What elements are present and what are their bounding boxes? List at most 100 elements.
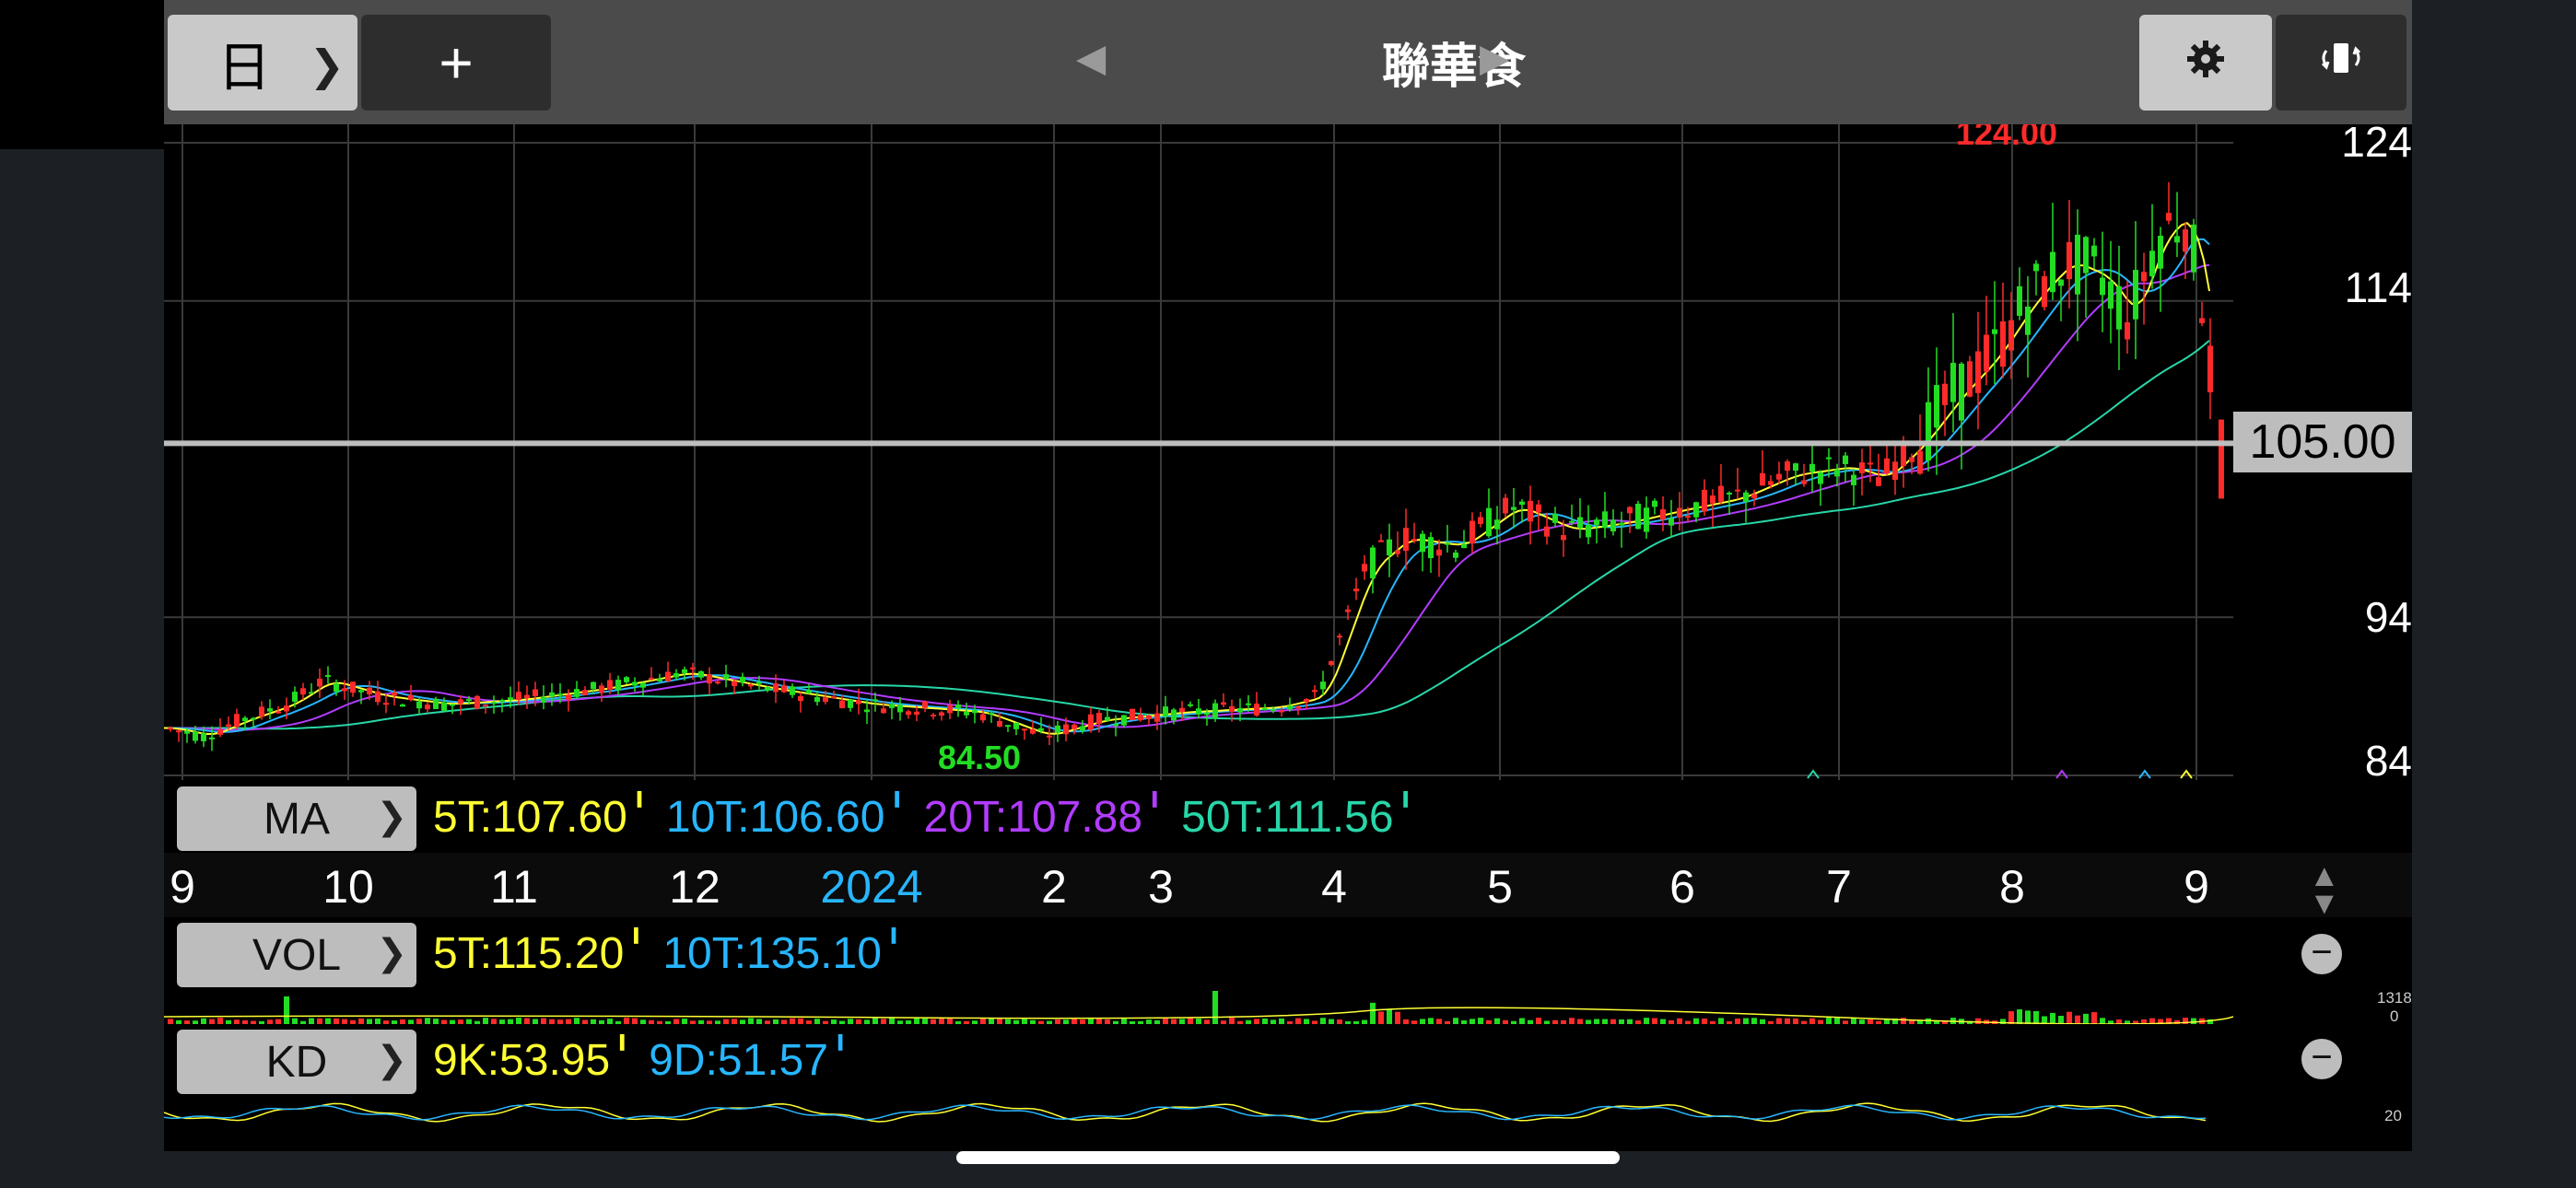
volume-bar: [1378, 1011, 1384, 1024]
candlestick: [1644, 496, 1649, 540]
candlestick: [591, 681, 596, 694]
stock-chart-app: 日 ❯ + ◀ 聯華食 ▶: [164, 0, 2412, 1151]
settings-button[interactable]: [2139, 15, 2272, 111]
volume-bar: [1934, 1020, 1939, 1024]
kd-axis-label: 20: [2384, 1107, 2402, 1124]
candlestick: [1959, 362, 1964, 470]
previous-stock-icon[interactable]: ◀: [1076, 36, 1107, 79]
volume-bar: [1387, 1008, 1392, 1024]
candlestick: [1727, 491, 1732, 516]
rotate-screen-button[interactable]: [2276, 15, 2406, 111]
trend-marker-icon: ╹: [630, 793, 648, 823]
volume-bar: [2083, 1013, 2089, 1024]
candlestick: [1055, 720, 1060, 742]
candlestick: [483, 704, 488, 714]
ma-value: 50T:111.56: [1181, 793, 1394, 842]
candlestick: [615, 675, 621, 695]
candlestick: [1461, 530, 1467, 549]
volume-bar: [193, 1020, 198, 1024]
add-button[interactable]: +: [361, 15, 551, 111]
volume-bar: [989, 1019, 994, 1024]
candlestick: [1685, 507, 1691, 522]
volume-bar: [1851, 1018, 1856, 1024]
kd-indicator-bar: KD ❯ 9K:53.95 ╹ 9D:51.57 ╹: [164, 1024, 2233, 1096]
candlestick: [665, 661, 671, 682]
price-chart[interactable]: 124.00 84.50: [164, 124, 2233, 780]
candlestick: [1710, 489, 1715, 528]
volume-bar: [2191, 1018, 2196, 1024]
candlestick: [1353, 577, 1359, 600]
candlestick: [1387, 523, 1392, 577]
volume-bar: [2058, 1016, 2064, 1024]
volume-bar: [806, 1020, 812, 1024]
volume-bar: [723, 1019, 729, 1024]
signal-marker-icon: [2055, 769, 2068, 779]
volume-bar: [1669, 1019, 1674, 1024]
candlestick: [1735, 468, 1740, 500]
ma10-line: [164, 238, 2210, 733]
period-selector-button[interactable]: 日 ❯: [168, 15, 357, 111]
candlestick: [682, 666, 687, 681]
candlestick: [1420, 530, 1425, 572]
volume-bar: [325, 1018, 331, 1024]
volume-bar: [1610, 1019, 1616, 1024]
ma-label: MA: [263, 794, 330, 844]
candlestick: [1237, 698, 1243, 722]
kd-values: 9K:53.95 ╹ 9D:51.57 ╹: [433, 1035, 867, 1086]
trend-marker-icon: ╹: [627, 929, 645, 960]
volume-bar: [1586, 1019, 1591, 1024]
volume-bar: [1511, 1020, 1516, 1024]
candlestick: [1586, 505, 1591, 544]
volume-bar: [226, 1019, 231, 1024]
zoom-stepper-icon[interactable]: ▲ ▼: [2309, 858, 2340, 921]
next-stock-icon[interactable]: ▶: [1480, 36, 1510, 79]
candlestick: [1577, 497, 1583, 539]
volume-bar: [864, 1019, 870, 1024]
minus-circle-icon[interactable]: −: [2301, 934, 2342, 974]
volume-bar: [1785, 1018, 1790, 1024]
volume-bar: [2075, 1015, 2080, 1024]
candlestick: [549, 683, 555, 706]
ma-selector-button[interactable]: MA ❯: [177, 786, 416, 851]
minus-circle-icon[interactable]: −: [2301, 1039, 2342, 1079]
candlestick: [1130, 708, 1135, 721]
volume-bar: [707, 1020, 712, 1024]
low-price-label: 84.50: [938, 739, 1021, 776]
status-bar-area: [0, 0, 164, 149]
volume-bar: [698, 1019, 704, 1024]
candlestick: [1436, 539, 1442, 577]
candlestick: [275, 705, 281, 715]
candlestick: [1370, 545, 1376, 594]
candlestick: [1843, 452, 1848, 483]
candlestick: [1221, 693, 1226, 707]
volume-bar: [897, 1020, 903, 1024]
candlestick: [1602, 492, 1608, 539]
candlestick: [383, 693, 389, 714]
candlestick: [1809, 441, 1815, 493]
volume-bar: [383, 1020, 389, 1024]
candlestick: [508, 686, 513, 708]
candlestick: [906, 709, 911, 719]
vol-label: VOL: [252, 930, 342, 980]
volume-bar: [1503, 1019, 1508, 1024]
volume-chart: [164, 991, 2233, 1025]
volume-bar: [275, 1019, 281, 1024]
candlestick: [2033, 260, 2039, 296]
volume-bar: [1071, 1019, 1077, 1024]
candlestick: [980, 709, 986, 724]
volume-bar: [541, 1018, 546, 1024]
kd-selector-button[interactable]: KD ❯: [177, 1030, 416, 1094]
volume-bar: [1080, 1019, 1085, 1024]
candlestick: [632, 677, 638, 693]
volume-bar: [1868, 1019, 1873, 1024]
volume-bar: [259, 1020, 264, 1024]
period-label: 日: [217, 36, 271, 99]
vol-selector-button[interactable]: VOL ❯: [177, 923, 416, 987]
volume-bar: [1229, 1018, 1235, 1024]
candlestick: [831, 690, 837, 699]
volume-bar: [972, 1020, 978, 1024]
volume-bar: [922, 1019, 928, 1024]
volume-bar: [1594, 1019, 1599, 1024]
candlestick: [848, 698, 853, 712]
time-axis[interactable]: ▲ ▼ 9 10 11 12 2024 2 3 4 5 6 7 8 9: [164, 853, 2412, 921]
